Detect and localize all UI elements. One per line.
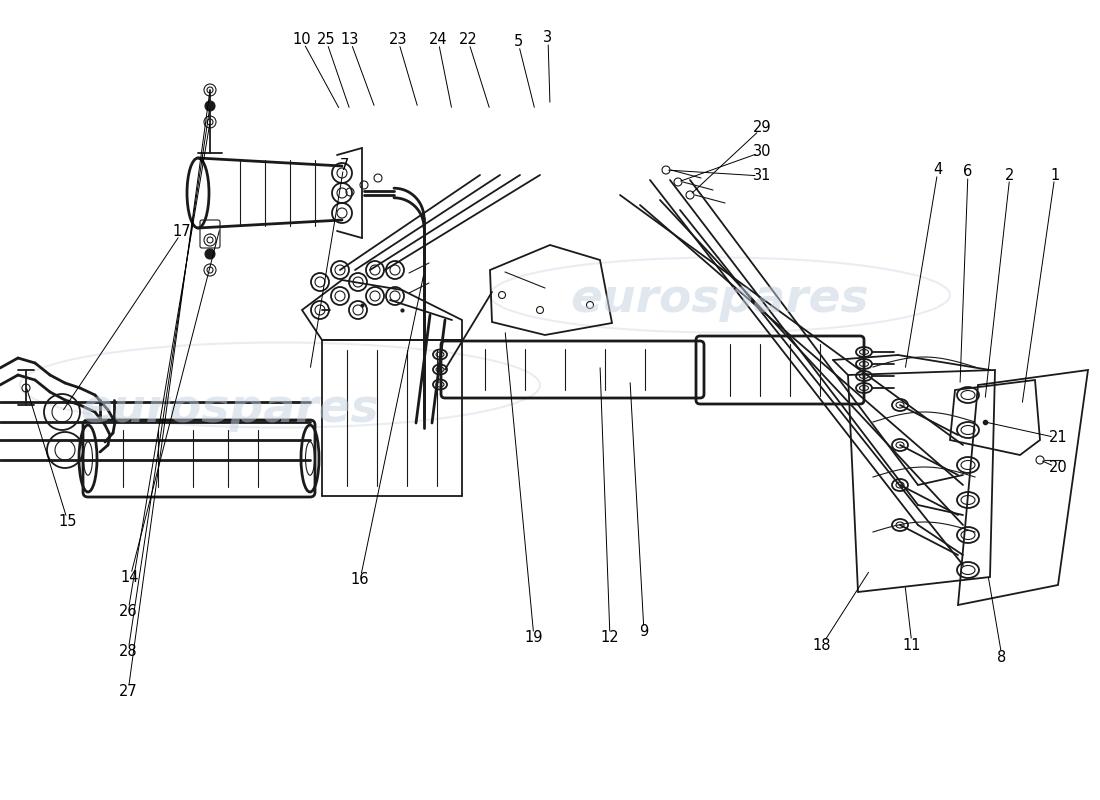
- Text: eurospares: eurospares: [571, 278, 869, 322]
- Text: 16: 16: [351, 573, 370, 587]
- Circle shape: [205, 249, 214, 259]
- Text: 19: 19: [525, 630, 543, 646]
- Text: 12: 12: [601, 630, 619, 646]
- Text: 31: 31: [752, 169, 771, 183]
- Text: eurospares: eurospares: [80, 387, 380, 433]
- Text: 25: 25: [317, 33, 336, 47]
- Text: 29: 29: [752, 121, 771, 135]
- Text: 22: 22: [459, 33, 477, 47]
- Text: 3: 3: [543, 30, 552, 46]
- Text: 23: 23: [388, 33, 407, 47]
- Text: 27: 27: [119, 685, 138, 699]
- Text: 26: 26: [119, 605, 138, 619]
- Text: 24: 24: [429, 33, 448, 47]
- Text: 1: 1: [1050, 167, 1059, 182]
- Text: 9: 9: [639, 625, 649, 639]
- Text: 13: 13: [341, 33, 360, 47]
- Circle shape: [205, 101, 214, 111]
- Text: 4: 4: [934, 162, 943, 178]
- Text: 11: 11: [903, 638, 922, 653]
- Text: 8: 8: [998, 650, 1006, 665]
- Text: 5: 5: [514, 34, 522, 50]
- Text: 18: 18: [813, 638, 832, 653]
- Text: 15: 15: [58, 514, 77, 530]
- Text: 10: 10: [293, 33, 311, 47]
- Text: 17: 17: [173, 225, 191, 239]
- Text: 21: 21: [1048, 430, 1067, 446]
- Text: 30: 30: [752, 145, 771, 159]
- Text: 28: 28: [119, 645, 138, 659]
- Text: 6: 6: [964, 165, 972, 179]
- Text: 7: 7: [339, 158, 349, 173]
- Text: 14: 14: [121, 570, 140, 586]
- Text: 20: 20: [1048, 461, 1067, 475]
- Text: 2: 2: [1005, 167, 1014, 182]
